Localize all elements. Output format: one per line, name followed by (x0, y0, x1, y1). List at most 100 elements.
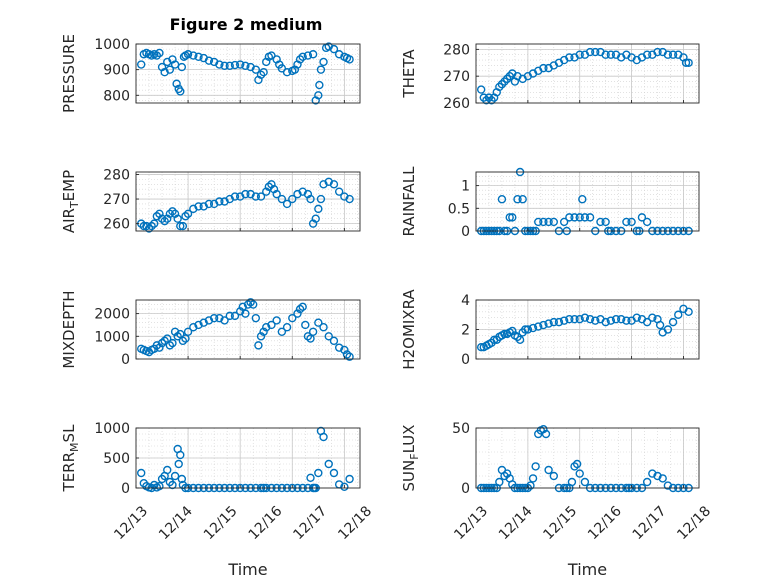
data-point (150, 219, 159, 228)
y-tick-label: 4 (461, 293, 470, 309)
data-point (479, 93, 488, 102)
data-point (230, 311, 240, 321)
data-point (152, 341, 162, 350)
data-point (500, 471, 509, 481)
data-point (230, 192, 240, 201)
data-point (168, 207, 177, 216)
data-point (315, 80, 324, 90)
data-point (209, 313, 219, 323)
y-axis-label: SUNFLUX (400, 425, 421, 492)
data-point (282, 68, 292, 77)
data-point (246, 298, 255, 307)
y-tick-label: 280 (103, 167, 130, 183)
subplot-theta: 260 270 280 THETA (400, 42, 700, 112)
data-point (684, 307, 693, 316)
data-point (177, 474, 187, 484)
data-point (155, 48, 164, 58)
data-point (194, 52, 203, 62)
data-point (648, 469, 657, 478)
data-point (282, 199, 292, 209)
y-tick-label: 0 (121, 481, 130, 497)
y-axis-label: RAINFALL (400, 166, 418, 237)
axes-box (135, 43, 361, 104)
data-point (565, 213, 574, 222)
data-point (183, 209, 193, 218)
data-point (642, 50, 652, 59)
data-point (329, 44, 339, 54)
data-point (272, 189, 281, 199)
data-point (314, 318, 323, 327)
y-tick-label: 0.5 (448, 201, 470, 217)
data-point (137, 60, 146, 69)
data-point (541, 429, 551, 439)
y-axis-label: H2OMIXRA (400, 289, 418, 370)
data-point (225, 311, 234, 321)
data-point (632, 313, 641, 322)
grid (476, 428, 699, 488)
y-tick-label: 270 (443, 69, 470, 85)
data-point (194, 202, 203, 211)
data-point (272, 316, 281, 325)
data-point (575, 50, 584, 59)
data-point (204, 199, 214, 209)
data-point (176, 87, 185, 96)
data-point (570, 314, 579, 324)
data-point (642, 217, 652, 227)
data-point (314, 468, 323, 478)
data-point (329, 180, 339, 189)
data-point (172, 79, 181, 88)
data-point (642, 317, 652, 327)
data-point (476, 85, 486, 94)
data-point (627, 217, 636, 227)
data-point (515, 335, 525, 345)
data-point (559, 316, 569, 325)
data-point (539, 320, 548, 330)
data-point (295, 55, 305, 64)
data-point (178, 336, 188, 346)
data-point (306, 334, 315, 343)
data-point (559, 217, 569, 227)
data-point (523, 325, 533, 334)
x-axis-label: Time (567, 560, 607, 579)
y-tick-label: 50 (452, 421, 470, 437)
data-point (173, 332, 182, 341)
series-air_temp (137, 177, 354, 233)
data-point (301, 320, 310, 330)
data-point (160, 336, 169, 346)
data-point (179, 52, 189, 62)
series-theta (476, 47, 693, 105)
data-point (277, 194, 287, 204)
data-point (591, 47, 600, 57)
data-point (334, 187, 344, 196)
data-point (251, 192, 261, 201)
data-point (204, 56, 214, 65)
data-point (235, 60, 245, 69)
data-point (591, 316, 600, 325)
data-point (528, 474, 538, 483)
data-point (267, 320, 276, 330)
subplot-air_temp: 260 270 280 AIRTEMP (60, 167, 361, 233)
y-tick-label: 0 (461, 352, 470, 368)
data-point (163, 334, 172, 343)
data-point (293, 309, 302, 318)
series-h2omixra (476, 304, 693, 352)
data-point (254, 341, 263, 350)
data-point (178, 221, 188, 231)
data-point (334, 343, 344, 352)
data-point (544, 319, 553, 328)
data-point (314, 204, 323, 214)
data-point (663, 481, 673, 490)
data-point (282, 323, 292, 332)
data-point (150, 480, 159, 490)
data-point (251, 65, 261, 74)
data-point (314, 91, 323, 100)
data-point (319, 432, 328, 442)
data-point (544, 217, 553, 227)
data-point (528, 323, 538, 333)
data-point (230, 60, 240, 70)
data-point (668, 50, 678, 59)
data-point (306, 194, 315, 204)
data-point (157, 214, 167, 223)
